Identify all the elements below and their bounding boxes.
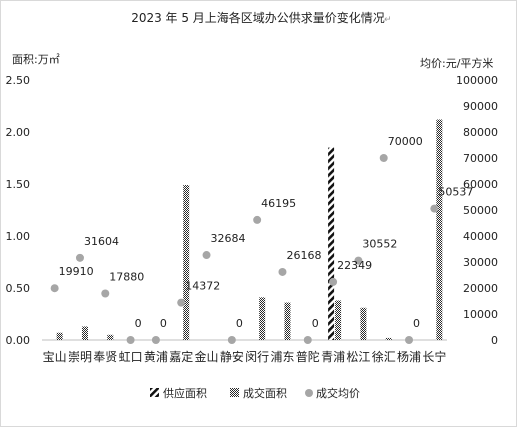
deal-bar [284,302,291,340]
price-data-label: 50537 [438,186,473,199]
y-left-tick-label: 2.50 [6,74,31,87]
deal-bar [56,332,63,340]
deal-bar [259,297,266,340]
price-dot [253,215,262,224]
price-data-label: 32684 [211,232,246,245]
x-category-labels: 宝山 崇明 奉贤 虹口 黄浦 嘉定 金山 静安 闵行 浦东 普陀 青浦 松江 徐汇 杨浦 长宁 [43,349,447,364]
x-category-label: 奉贤 [93,350,117,364]
deal-bar [107,334,114,340]
x-category-label: 长宁 [422,349,446,364]
x-category-label: 松江 [346,350,370,364]
y-right-tick-label: 20000 [463,282,498,295]
price-dot [50,284,59,293]
price-data-label: 0 [160,317,167,330]
price-dot [379,154,388,162]
price-data-label: 19910 [59,265,94,278]
x-category-label: 青浦 [321,350,345,364]
price-dot [227,336,236,344]
x-category-label: 静安 [220,349,244,364]
price-dot [329,277,338,286]
legend-label-deal: 成交面积 [243,386,287,400]
price-dot [75,253,84,262]
price-data-label: 30552 [362,238,397,251]
y-left-tick-label: 0.00 [6,334,31,347]
price-data-label: 0 [312,317,319,330]
legend-swatch-price [305,389,313,397]
price-data-label: 22349 [337,259,372,272]
x-category-label: 宝山 [43,350,67,364]
y-right-tick-label: 0 [491,334,498,347]
deal-bar [81,326,88,340]
x-category-label: 黄浦 [144,350,168,364]
price-data-label: 17880 [109,271,144,284]
y-left-tick-labels: 0.00 0.50 1.00 1.50 2.00 2.50 [6,74,31,347]
price-data-label: 0 [236,317,243,330]
legend-swatch-supply [150,388,159,397]
x-category-label: 浦东 [270,350,294,364]
legend: 供应面积 成交面积 成交均价 [150,386,360,400]
x-category-label: 嘉定 [169,349,193,364]
price-dot [202,251,211,260]
y-right-tick-label: 40000 [463,230,498,243]
supply-bar [328,147,335,340]
x-category-label: 普陀 [296,349,320,364]
price-data-label: 31604 [84,235,119,248]
price-dot [303,336,312,344]
price-data-label: 14372 [185,280,220,293]
price-dot [354,256,363,265]
price-data-labels: 19910 31604 17880 0 0 14372 32684 0 46195 26168 0 2… [59,135,474,330]
x-category-label: 崇明 [68,350,92,364]
price-dot [126,336,135,344]
y-right-tick-label: 90000 [463,100,498,113]
deal-bar [335,300,342,340]
price-dot [151,336,160,344]
x-category-label: 金山 [195,349,219,364]
legend-item-price: 成交均价 [305,386,360,400]
price-dot-marks [50,154,439,344]
y-right-tick-label: 50000 [463,204,498,217]
price-data-label: 0 [413,317,420,330]
x-category-label: 徐汇 [372,349,396,364]
y-right-tick-label: 60000 [463,178,498,191]
price-data-label: 0 [135,317,142,330]
deal-bar [436,119,443,341]
legend-swatch-deal [230,388,239,397]
chart-title: 2023 年 5 月上海各区域办公供求量价变化情况 [131,10,385,25]
y-left-tick-label: 1.50 [6,178,31,191]
y-right-tick-label: 30000 [463,256,498,269]
price-dot [101,289,110,298]
y-left-tick-label: 2.00 [6,126,31,139]
price-data-label: 70000 [388,135,423,148]
price-dot [177,298,186,307]
deal-bar [360,307,367,340]
bar-marks [56,119,443,341]
y-left-tick-label: 0.50 [6,282,31,295]
y-right-tick-label: 80000 [463,126,498,139]
deal-bar [385,337,392,340]
legend-label-price: 成交均价 [316,386,360,400]
legend-item-supply: 供应面积 [150,386,207,400]
x-category-label: 杨浦 [397,349,421,364]
price-dot [430,204,439,213]
price-data-label: 26168 [286,249,321,262]
title-return-mark: ↵ [384,15,392,25]
y-right-tick-label: 10000 [463,308,498,321]
x-category-label: 闵行 [245,349,269,364]
y-right-tick-labels: 0 10000 20000 30000 40000 50000 60000 70000 8000… [456,74,498,347]
legend-label-supply: 供应面积 [163,386,207,400]
deal-bar [183,185,190,340]
y-left-tick-label: 1.00 [6,230,31,243]
y-right-tick-label: 70000 [463,152,498,165]
y-right-tick-label: 100000 [456,74,498,87]
price-dot [405,336,414,344]
x-category-label: 虹口 [119,350,143,364]
price-data-label: 46195 [261,197,296,210]
legend-item-deal: 成交面积 [230,386,287,400]
y-left-axis-label: 面积:万㎡ [12,53,60,66]
y-right-axis-label: 均价:元/平方米 [420,56,493,70]
price-dot [278,267,287,276]
